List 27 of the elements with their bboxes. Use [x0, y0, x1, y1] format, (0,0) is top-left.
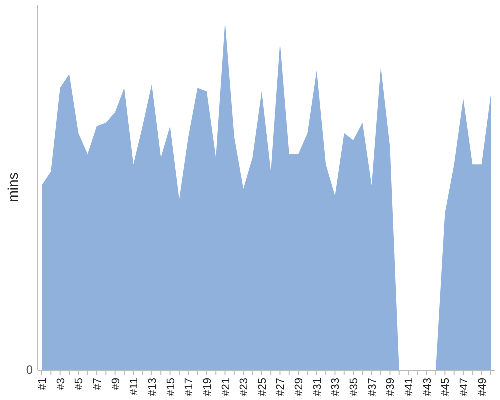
x-tick-label: #19 [202, 378, 214, 396]
x-tick-label: #21 [220, 378, 232, 396]
x-tick-label: #17 [184, 378, 196, 396]
x-tick-label: #31 [312, 378, 324, 396]
x-tick-label: #25 [256, 378, 269, 396]
x-tick-label: #33 [330, 378, 342, 396]
x-tick-label: #9 [110, 378, 122, 390]
x-tick-label: #49 [476, 378, 489, 396]
x-tick-label: #45 [440, 378, 452, 396]
x-tick-label: #7 [92, 378, 104, 390]
x-tick-label: #11 [128, 378, 141, 396]
x-tick-label: #15 [165, 378, 178, 396]
x-tick-label: #5 [74, 378, 86, 390]
x-tick-label: #23 [238, 378, 251, 396]
text: 0 [26, 363, 34, 378]
x-tick-label: #47 [458, 378, 471, 396]
x-tick-label: #1 [37, 378, 49, 390]
y-axis-title: mins [5, 172, 21, 202]
x-tick-label: #41 [404, 378, 416, 396]
x-tick-label: #29 [294, 378, 306, 396]
x-tick-label: #3 [55, 378, 68, 390]
x-tick-label: #43 [422, 378, 434, 396]
x-tick-label: #37 [366, 378, 379, 396]
x-tick-label: #27 [275, 378, 288, 396]
x-tick-label: #13 [146, 378, 159, 396]
x-tick-label: #39 [385, 378, 398, 396]
x-tick-label: #35 [348, 378, 361, 396]
